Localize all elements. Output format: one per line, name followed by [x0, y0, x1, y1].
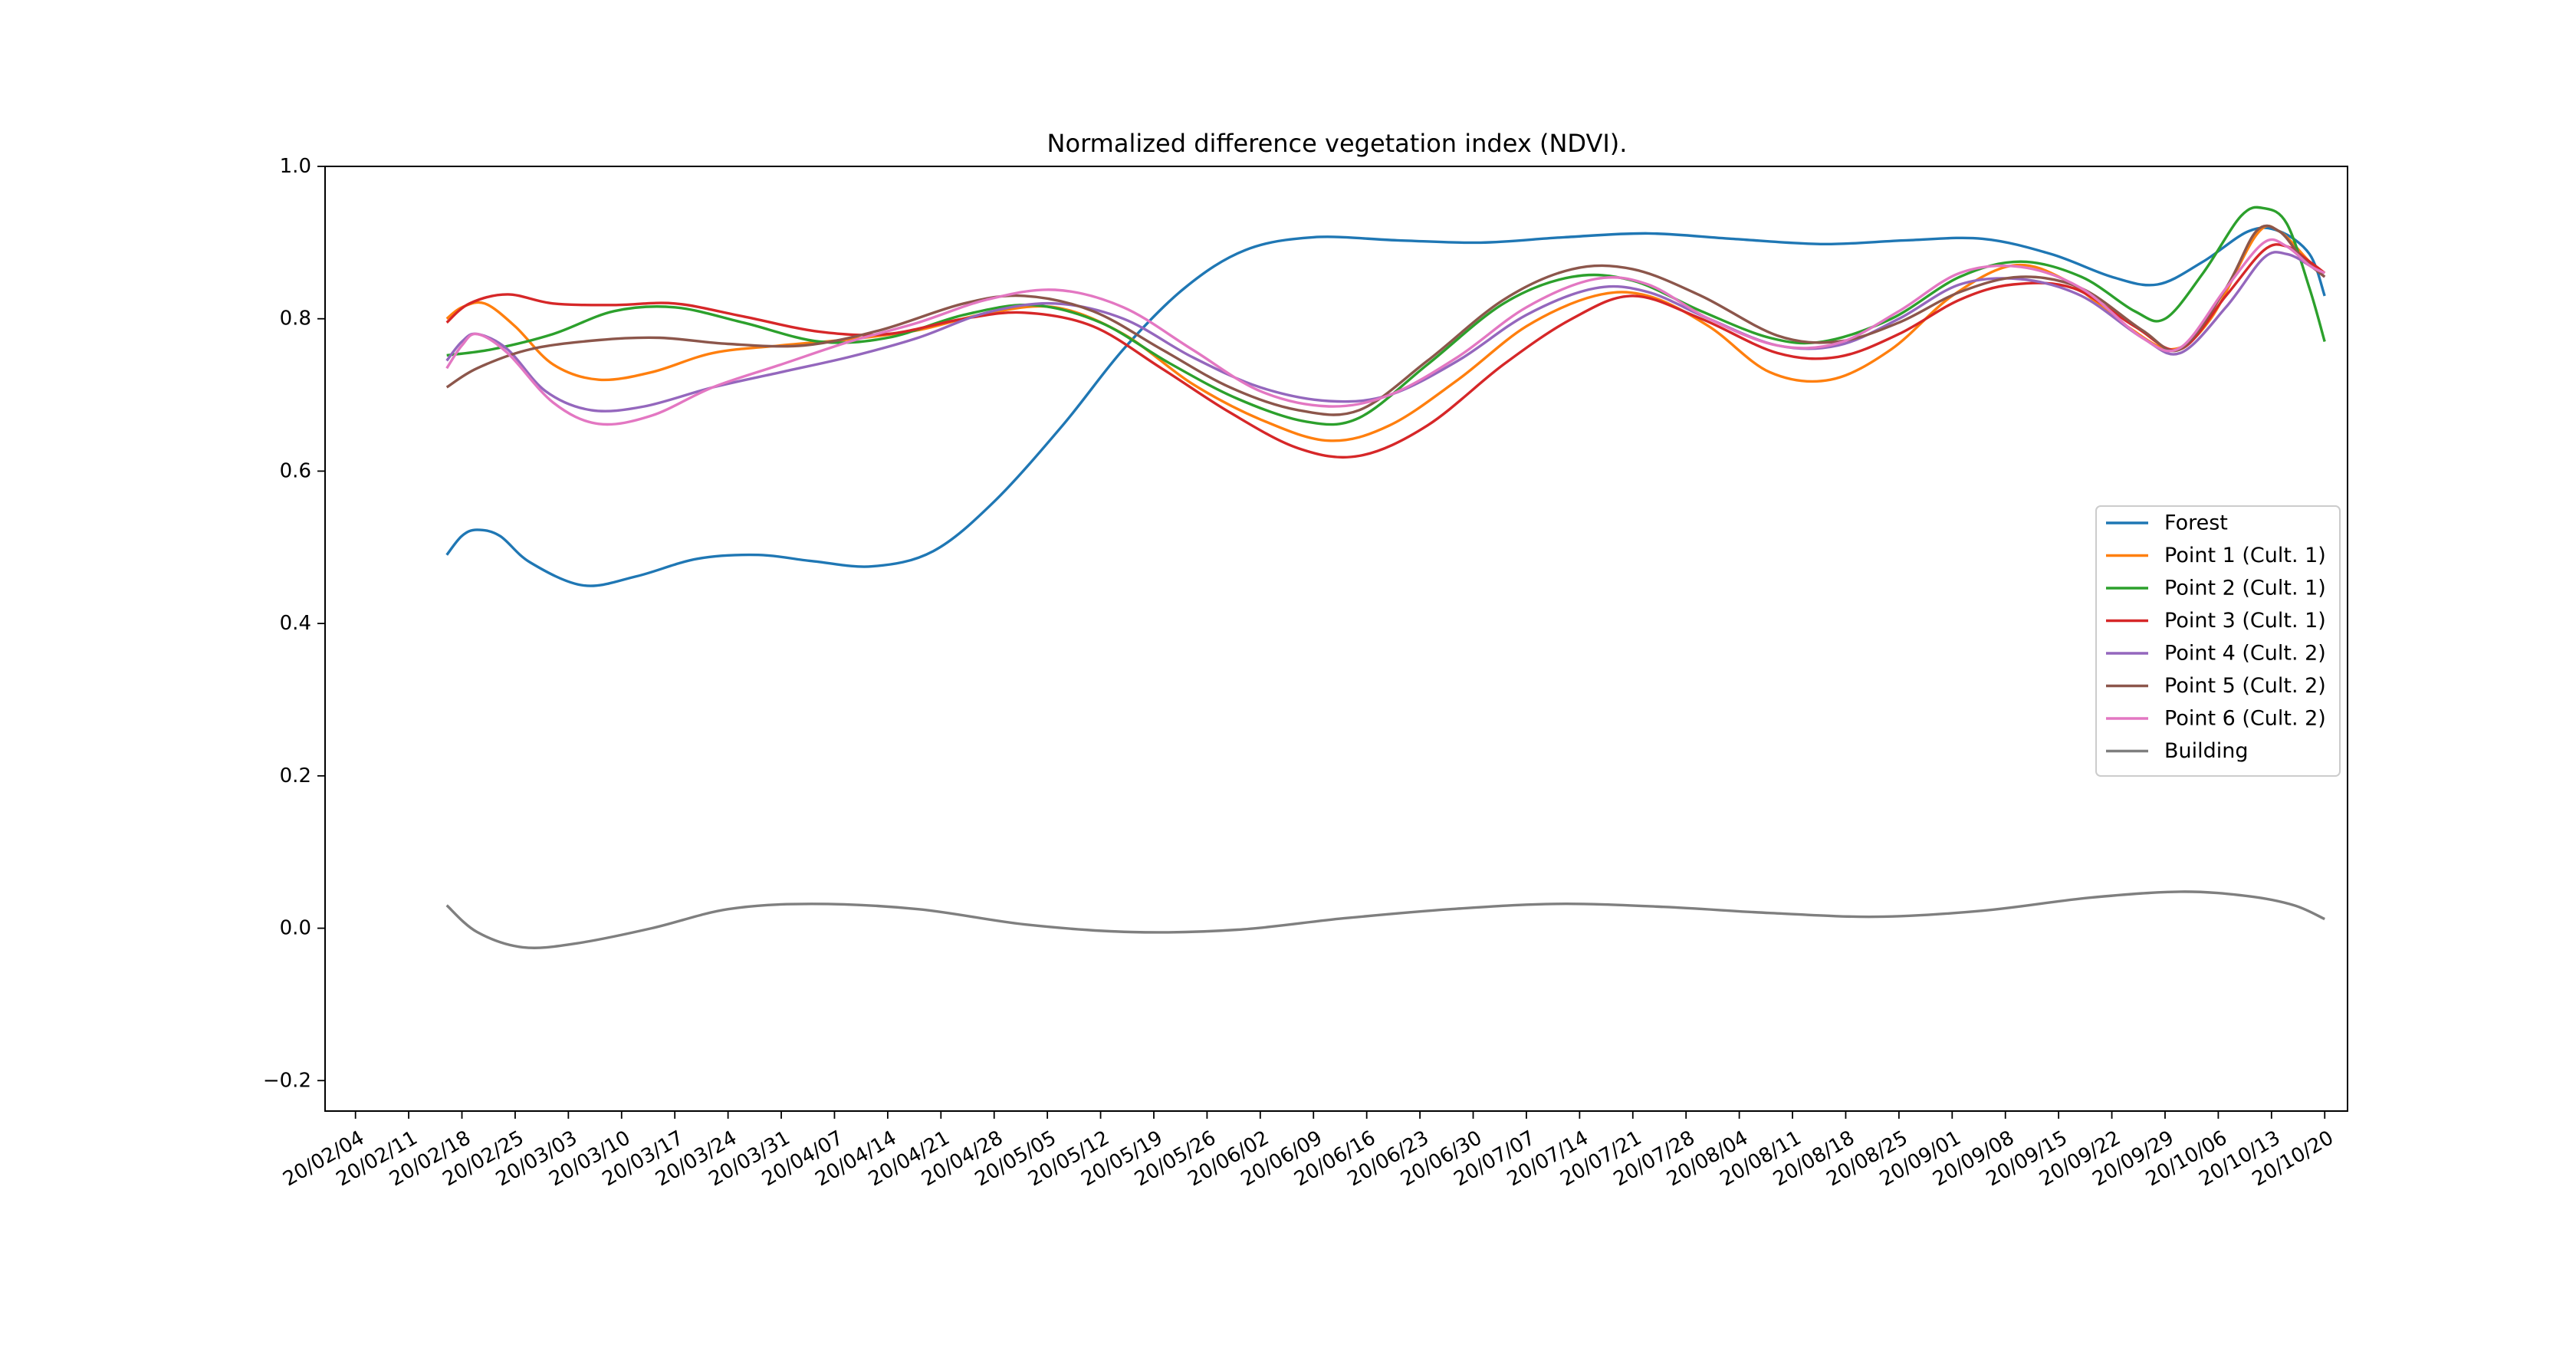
y-tick-label: 0.0: [280, 917, 311, 940]
legend-entry-label: Point 3 (Cult. 1): [2164, 609, 2326, 633]
series-line-6: [445, 238, 2325, 426]
chart-title: Normalized difference vegetation index (…: [1047, 129, 1628, 158]
y-tick-label: −0.2: [263, 1069, 311, 1092]
legend-entry-label: Point 1 (Cult. 1): [2164, 544, 2326, 567]
y-tick-label: 0.6: [280, 459, 311, 482]
y-axis: −0.2 0.0 0.2 0.4 0.6 0.8 1.0: [263, 155, 325, 1092]
series-line-7: [445, 890, 2325, 949]
series-line-2: [446, 205, 2326, 426]
legend-entry-label: Point 5 (Cult. 2): [2164, 674, 2326, 698]
legend-entry-label: Point 2 (Cult. 1): [2164, 577, 2326, 600]
y-tick-label: 0.8: [280, 307, 311, 330]
series-line-0: [445, 226, 2326, 587]
legend-entry-label: Forest: [2164, 511, 2228, 535]
y-tick-label: 1.0: [280, 155, 311, 178]
y-tick-label: 0.4: [280, 612, 311, 635]
legend-box: [2095, 505, 2341, 777]
legend: Forest Point 1 (Cult. 1) Point 2 (Cult. 1)…: [2095, 505, 2341, 777]
series-layer: [445, 205, 2326, 949]
plot-area-frame: [324, 166, 2348, 1112]
y-tick-label: 0.2: [280, 764, 311, 787]
legend-entry-label: Point 4 (Cult. 2): [2164, 642, 2326, 666]
series-line-5: [445, 224, 2326, 416]
legend-entry-label: Point 6 (Cult. 2): [2164, 707, 2326, 731]
legend-entry-label: Building: [2164, 739, 2249, 763]
